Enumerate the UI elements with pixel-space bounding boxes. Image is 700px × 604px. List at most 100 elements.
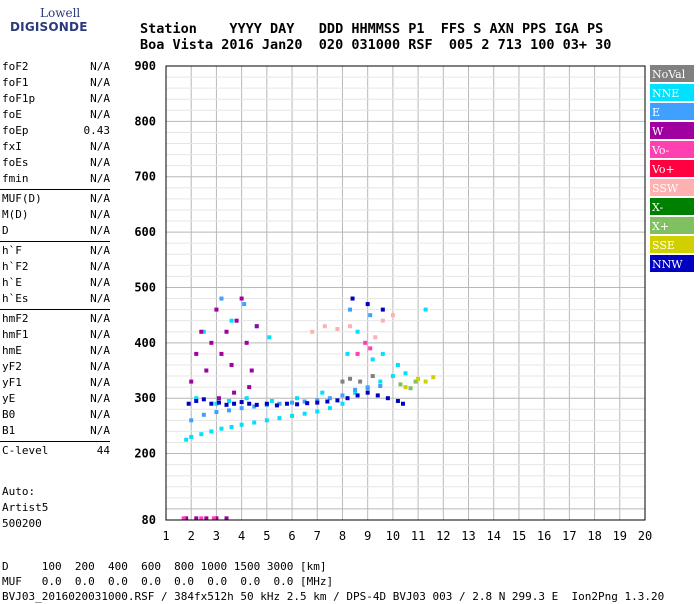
x-tick-label: 18 bbox=[587, 529, 601, 543]
data-point bbox=[340, 401, 345, 406]
data-point bbox=[345, 396, 350, 401]
legend-item-sse: SSE bbox=[650, 236, 694, 255]
param-row-14: h`Es N/A bbox=[2, 292, 110, 308]
data-point bbox=[264, 418, 269, 423]
param-value: N/A bbox=[90, 60, 110, 73]
data-point bbox=[277, 401, 282, 406]
data-point bbox=[378, 379, 383, 384]
auto-label: Auto: bbox=[2, 485, 36, 498]
data-point bbox=[285, 401, 290, 406]
distance-row: D 100 200 400 600 800 1000 1500 3000 [km… bbox=[2, 560, 327, 573]
data-point bbox=[340, 393, 345, 398]
data-point bbox=[194, 396, 199, 401]
data-point bbox=[290, 413, 295, 418]
param-row-6: foEs N/A bbox=[2, 156, 110, 172]
x-tick-label: 20 bbox=[638, 529, 652, 543]
data-point bbox=[232, 390, 237, 395]
data-point bbox=[209, 340, 214, 345]
x-tick-label: 8 bbox=[339, 529, 346, 543]
legend-item-noval: NoVal bbox=[650, 65, 694, 84]
param-value: N/A bbox=[90, 76, 110, 89]
logo-lowell: Lowell bbox=[40, 6, 81, 20]
legend-item-vo-: Vo+ bbox=[650, 160, 694, 179]
data-point bbox=[348, 324, 353, 329]
y-tick-label: 300 bbox=[134, 391, 156, 405]
param-row-3: foE N/A bbox=[2, 108, 110, 124]
x-tick-label: 7 bbox=[314, 529, 321, 543]
param-row-11: h`F N/A bbox=[2, 244, 110, 260]
logo-digisonde: DIGISONDE bbox=[10, 20, 88, 34]
data-point bbox=[274, 403, 279, 408]
legend-item-vo-: Vo- bbox=[650, 141, 694, 160]
data-point bbox=[184, 437, 189, 442]
x-tick-label: 10 bbox=[386, 529, 400, 543]
data-point bbox=[363, 340, 368, 345]
data-point bbox=[340, 379, 345, 384]
legend-item-x-: X- bbox=[650, 198, 694, 217]
data-point bbox=[395, 398, 400, 403]
x-tick-label: 12 bbox=[436, 529, 450, 543]
data-point bbox=[348, 307, 353, 312]
data-point bbox=[353, 390, 358, 395]
data-point bbox=[348, 376, 353, 381]
param-row-19: yF1 N/A bbox=[2, 376, 110, 392]
data-point bbox=[214, 516, 219, 521]
data-point bbox=[355, 351, 360, 356]
data-point bbox=[370, 357, 375, 362]
param-name: M(D) bbox=[2, 208, 29, 221]
muf-row: MUF 0.0 0.0 0.0 0.0 0.0 0.0 0.0 0.0 [MHz… bbox=[2, 575, 334, 588]
param-row-9: M(D) N/A bbox=[2, 208, 110, 224]
param-row-10: D N/A bbox=[2, 224, 110, 240]
data-point bbox=[214, 401, 219, 406]
data-point bbox=[199, 432, 204, 437]
param-value: N/A bbox=[90, 140, 110, 153]
data-point bbox=[189, 434, 194, 439]
data-point bbox=[403, 385, 408, 390]
series-vo- bbox=[181, 340, 373, 521]
data-point bbox=[315, 398, 320, 403]
param-value: N/A bbox=[90, 192, 110, 205]
data-point bbox=[227, 408, 232, 413]
data-point bbox=[181, 516, 186, 521]
data-point bbox=[247, 401, 252, 406]
param-name: yE bbox=[2, 392, 16, 405]
param-value: N/A bbox=[90, 156, 110, 169]
data-point bbox=[325, 399, 330, 404]
param-value: N/A bbox=[90, 244, 110, 257]
data-point bbox=[345, 351, 350, 356]
data-point bbox=[219, 296, 224, 301]
data-point bbox=[277, 416, 282, 421]
param-row-20: yE N/A bbox=[2, 392, 110, 408]
data-point bbox=[199, 516, 204, 521]
param-row-0: foF2 N/A bbox=[2, 60, 110, 76]
data-point bbox=[214, 307, 219, 312]
data-point bbox=[239, 406, 244, 411]
series-w bbox=[184, 296, 259, 521]
y-tick-label: 800 bbox=[134, 114, 156, 128]
param-value: N/A bbox=[90, 408, 110, 421]
param-value: N/A bbox=[90, 108, 110, 121]
data-point bbox=[227, 398, 232, 403]
data-point bbox=[229, 424, 234, 429]
param-name: C-level bbox=[2, 444, 49, 457]
param-row-7: fmin N/A bbox=[2, 172, 110, 188]
data-point bbox=[370, 374, 375, 379]
data-point bbox=[423, 307, 428, 312]
param-row-22: B1 N/A bbox=[2, 424, 110, 440]
data-point bbox=[355, 393, 360, 398]
param-name: hmF1 bbox=[2, 328, 29, 341]
data-point bbox=[234, 318, 239, 323]
data-point bbox=[229, 362, 234, 367]
data-point bbox=[320, 390, 325, 395]
param-separator bbox=[0, 309, 110, 310]
param-value: N/A bbox=[90, 276, 110, 289]
param-value: N/A bbox=[90, 392, 110, 405]
data-point bbox=[194, 516, 199, 521]
x-tick-label: 5 bbox=[263, 529, 270, 543]
plot-frame bbox=[165, 65, 646, 521]
data-point bbox=[403, 371, 408, 376]
auto-program: Artist5 bbox=[2, 501, 49, 514]
x-tick-label: 1 bbox=[162, 529, 169, 543]
data-point bbox=[380, 351, 385, 356]
series-noval bbox=[340, 374, 375, 384]
